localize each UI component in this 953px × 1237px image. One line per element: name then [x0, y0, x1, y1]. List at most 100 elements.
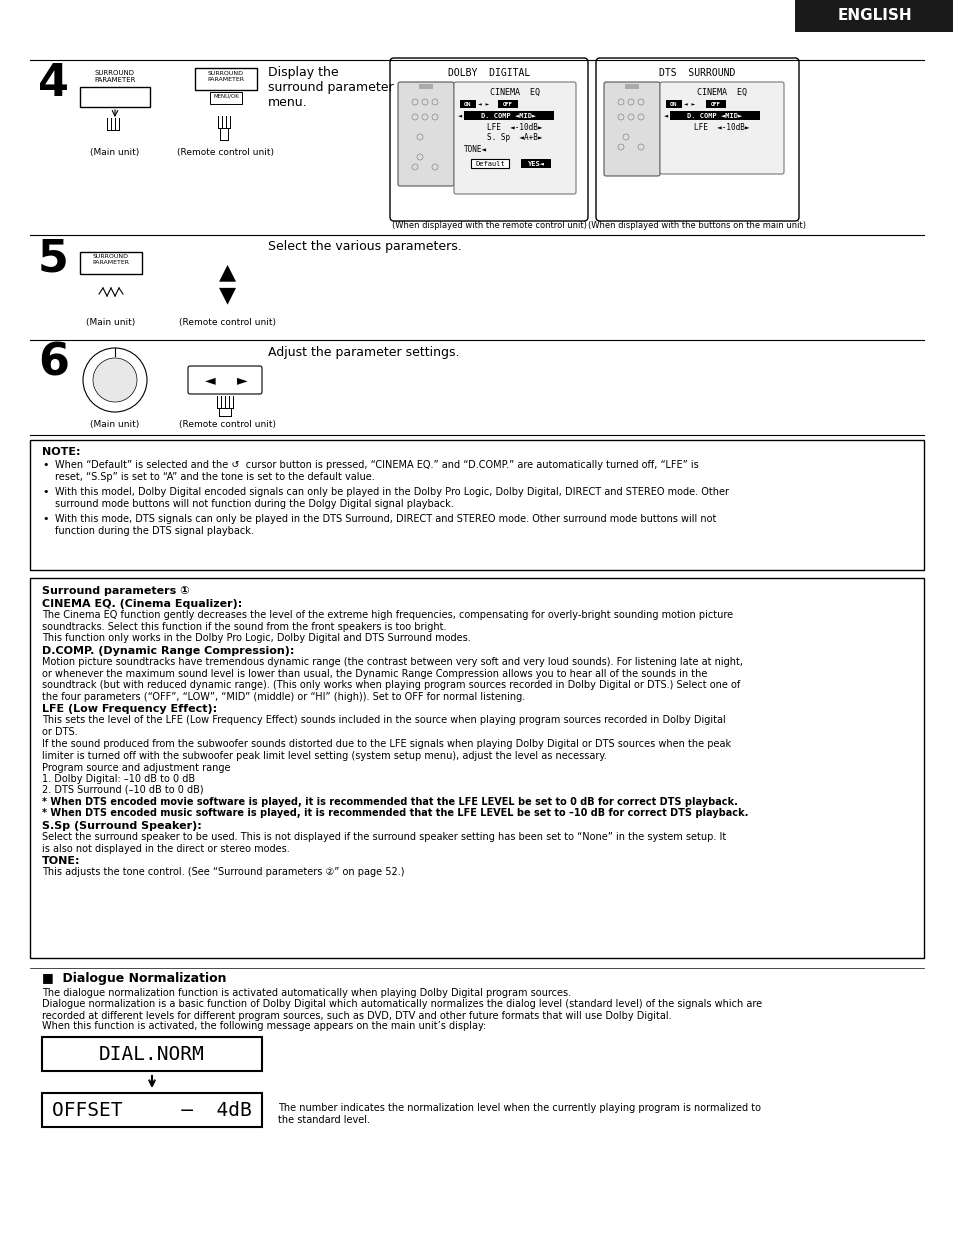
Text: When “Default” is selected and the ↺  cursor button is pressed, “CINEMA EQ.” and: When “Default” is selected and the ↺ cur… [55, 460, 698, 481]
Text: (Main unit): (Main unit) [91, 148, 139, 157]
Bar [624, 84, 639, 89]
Text: This sets the level of the LFE (Low Frequency Effect) sounds included in the sou: This sets the level of the LFE (Low Freq… [42, 715, 725, 736]
Text: Select the various parameters.: Select the various parameters. [268, 240, 461, 254]
FancyBboxPatch shape [596, 58, 799, 221]
Text: DIAL.NORM: DIAL.NORM [99, 1044, 205, 1064]
Text: S. Sp  ◄A+B►: S. Sp ◄A+B► [487, 134, 542, 142]
Text: LFE  ◄-10dB►: LFE ◄-10dB► [487, 122, 542, 131]
Text: ◄: ◄ [205, 374, 215, 387]
Text: 1. Dolby Digital: –10 dB to 0 dB: 1. Dolby Digital: –10 dB to 0 dB [42, 774, 195, 784]
Text: ENGLISH: ENGLISH [837, 9, 911, 24]
Bar [520, 160, 551, 168]
Bar [497, 100, 517, 108]
FancyBboxPatch shape [188, 366, 262, 395]
Bar [794, 0, 953, 32]
Text: ◄: ◄ [663, 113, 667, 118]
Text: ON: ON [464, 101, 471, 106]
FancyBboxPatch shape [603, 82, 659, 176]
Text: The number indicates the normalization level when the currently playing program : The number indicates the normalization l… [277, 1103, 760, 1124]
FancyBboxPatch shape [454, 82, 576, 194]
Text: OFFSET     —  4dB: OFFSET — 4dB [52, 1101, 252, 1119]
Bar [705, 100, 725, 108]
Text: Surround parameters ①: Surround parameters ① [42, 586, 190, 596]
Text: (When displayed with the buttons on the main unit): (When displayed with the buttons on the … [588, 221, 805, 230]
FancyBboxPatch shape [397, 82, 454, 186]
Text: Dialogue normalization is a basic function of Dolby Digital which automatically : Dialogue normalization is a basic functi… [42, 999, 761, 1021]
Text: DTS  SURROUND: DTS SURROUND [659, 68, 735, 78]
Text: YES◄: YES◄ [527, 161, 544, 167]
Text: ◄: ◄ [457, 113, 462, 118]
Text: ►: ► [236, 374, 247, 387]
Text: TONE:: TONE: [42, 856, 80, 866]
Bar [210, 92, 242, 104]
Text: Default: Default [475, 161, 504, 167]
Text: (Remote control unit): (Remote control unit) [179, 318, 276, 327]
Text: MENU/OK: MENU/OK [213, 94, 238, 99]
Bar [42, 1094, 262, 1127]
Bar [463, 111, 554, 120]
FancyBboxPatch shape [659, 82, 783, 174]
Bar [30, 578, 923, 957]
Text: 2. DTS Surround (–10 dB to 0 dB): 2. DTS Surround (–10 dB to 0 dB) [42, 785, 203, 795]
Bar [80, 87, 150, 106]
Text: Select the surround speaker to be used. This is not displayed if the surround sp: Select the surround speaker to be used. … [42, 833, 725, 854]
Text: This adjusts the tone control. (See “Surround parameters ②” on page 52.): This adjusts the tone control. (See “Sur… [42, 867, 404, 877]
Text: With this mode, DTS signals can only be played in the DTS Surround, DIRECT and S: With this mode, DTS signals can only be … [55, 515, 716, 536]
Circle shape [83, 348, 147, 412]
Bar [418, 84, 433, 89]
Text: •: • [42, 515, 49, 524]
Text: SURROUND
PARAMETER: SURROUND PARAMETER [208, 71, 244, 82]
Text: CINEMA EQ. (Cinema Equalizer):: CINEMA EQ. (Cinema Equalizer): [42, 599, 242, 609]
Text: Display the
surround parameter
menu.: Display the surround parameter menu. [268, 66, 394, 109]
Text: ■  Dialogue Normalization: ■ Dialogue Normalization [42, 972, 226, 985]
Text: 5: 5 [38, 238, 69, 280]
Bar [80, 252, 142, 275]
Text: ◄ ►: ◄ ► [477, 101, 489, 106]
Text: With this model, Dolby Digital encoded signals can only be played in the Dolby P: With this model, Dolby Digital encoded s… [55, 487, 728, 508]
Text: (When displayed with the remote control unit): (When displayed with the remote control … [391, 221, 586, 230]
Bar [669, 111, 760, 120]
Text: 4: 4 [38, 62, 69, 105]
Text: Adjust the parameter settings.: Adjust the parameter settings. [268, 346, 459, 359]
Bar [665, 100, 681, 108]
Text: NOTE:: NOTE: [42, 447, 80, 456]
Text: (Remote control unit): (Remote control unit) [177, 148, 274, 157]
Text: •: • [42, 460, 49, 470]
Text: If the sound produced from the subwoofer sounds distorted due to the LFE signals: If the sound produced from the subwoofer… [42, 738, 730, 761]
Circle shape [92, 357, 137, 402]
Text: •: • [42, 487, 49, 497]
Text: * When DTS encoded music software is played, it is recommended that the LFE LEVE: * When DTS encoded music software is pla… [42, 808, 747, 818]
Text: Program source and adjustment range: Program source and adjustment range [42, 763, 231, 773]
Bar [459, 100, 476, 108]
Text: OFF: OFF [502, 101, 513, 106]
Bar [30, 440, 923, 570]
Text: ◄ ►: ◄ ► [683, 101, 695, 106]
Text: CINEMA  EQ: CINEMA EQ [490, 88, 539, 96]
Bar [42, 1037, 262, 1071]
Text: TONE◄: TONE◄ [463, 145, 487, 153]
Text: CINEMA  EQ: CINEMA EQ [697, 88, 746, 96]
FancyBboxPatch shape [390, 58, 587, 221]
Text: D.COMP. (Dynamic Range Compression):: D.COMP. (Dynamic Range Compression): [42, 646, 294, 656]
Text: LFE (Low Frequency Effect):: LFE (Low Frequency Effect): [42, 704, 217, 714]
Bar [471, 160, 509, 168]
Text: Motion picture soundtracks have tremendous dynamic range (the contrast between v: Motion picture soundtracks have tremendo… [42, 657, 742, 701]
Text: The Cinema EQ function gently decreases the level of the extreme high frequencie: The Cinema EQ function gently decreases … [42, 610, 732, 643]
Bar [194, 68, 256, 90]
Text: (Main unit): (Main unit) [87, 318, 135, 327]
Text: When this function is activated, the following message appears on the main unit’: When this function is activated, the fol… [42, 1021, 486, 1030]
Text: SURROUND
PARAMETER: SURROUND PARAMETER [94, 71, 135, 83]
Text: The dialogue normalization function is activated automatically when playing Dolb: The dialogue normalization function is a… [42, 988, 571, 998]
Text: * When DTS encoded movie software is played, it is recommended that the LFE LEVE: * When DTS encoded movie software is pla… [42, 797, 737, 807]
Text: S.Sp (Surround Speaker):: S.Sp (Surround Speaker): [42, 821, 201, 831]
Text: DOLBY  DIGITAL: DOLBY DIGITAL [447, 68, 530, 78]
Text: LFE  ◄-10dB►: LFE ◄-10dB► [694, 122, 749, 131]
Text: ▼: ▼ [219, 285, 236, 306]
Text: OFF: OFF [710, 101, 720, 106]
Text: (Main unit): (Main unit) [91, 421, 139, 429]
Text: ON: ON [670, 101, 677, 106]
Text: (Remote control unit): (Remote control unit) [179, 421, 276, 429]
Text: D. COMP ◄MID►: D. COMP ◄MID► [687, 113, 741, 119]
Text: SURROUND
PARAMETER: SURROUND PARAMETER [92, 254, 130, 265]
Text: ▲: ▲ [219, 262, 236, 282]
